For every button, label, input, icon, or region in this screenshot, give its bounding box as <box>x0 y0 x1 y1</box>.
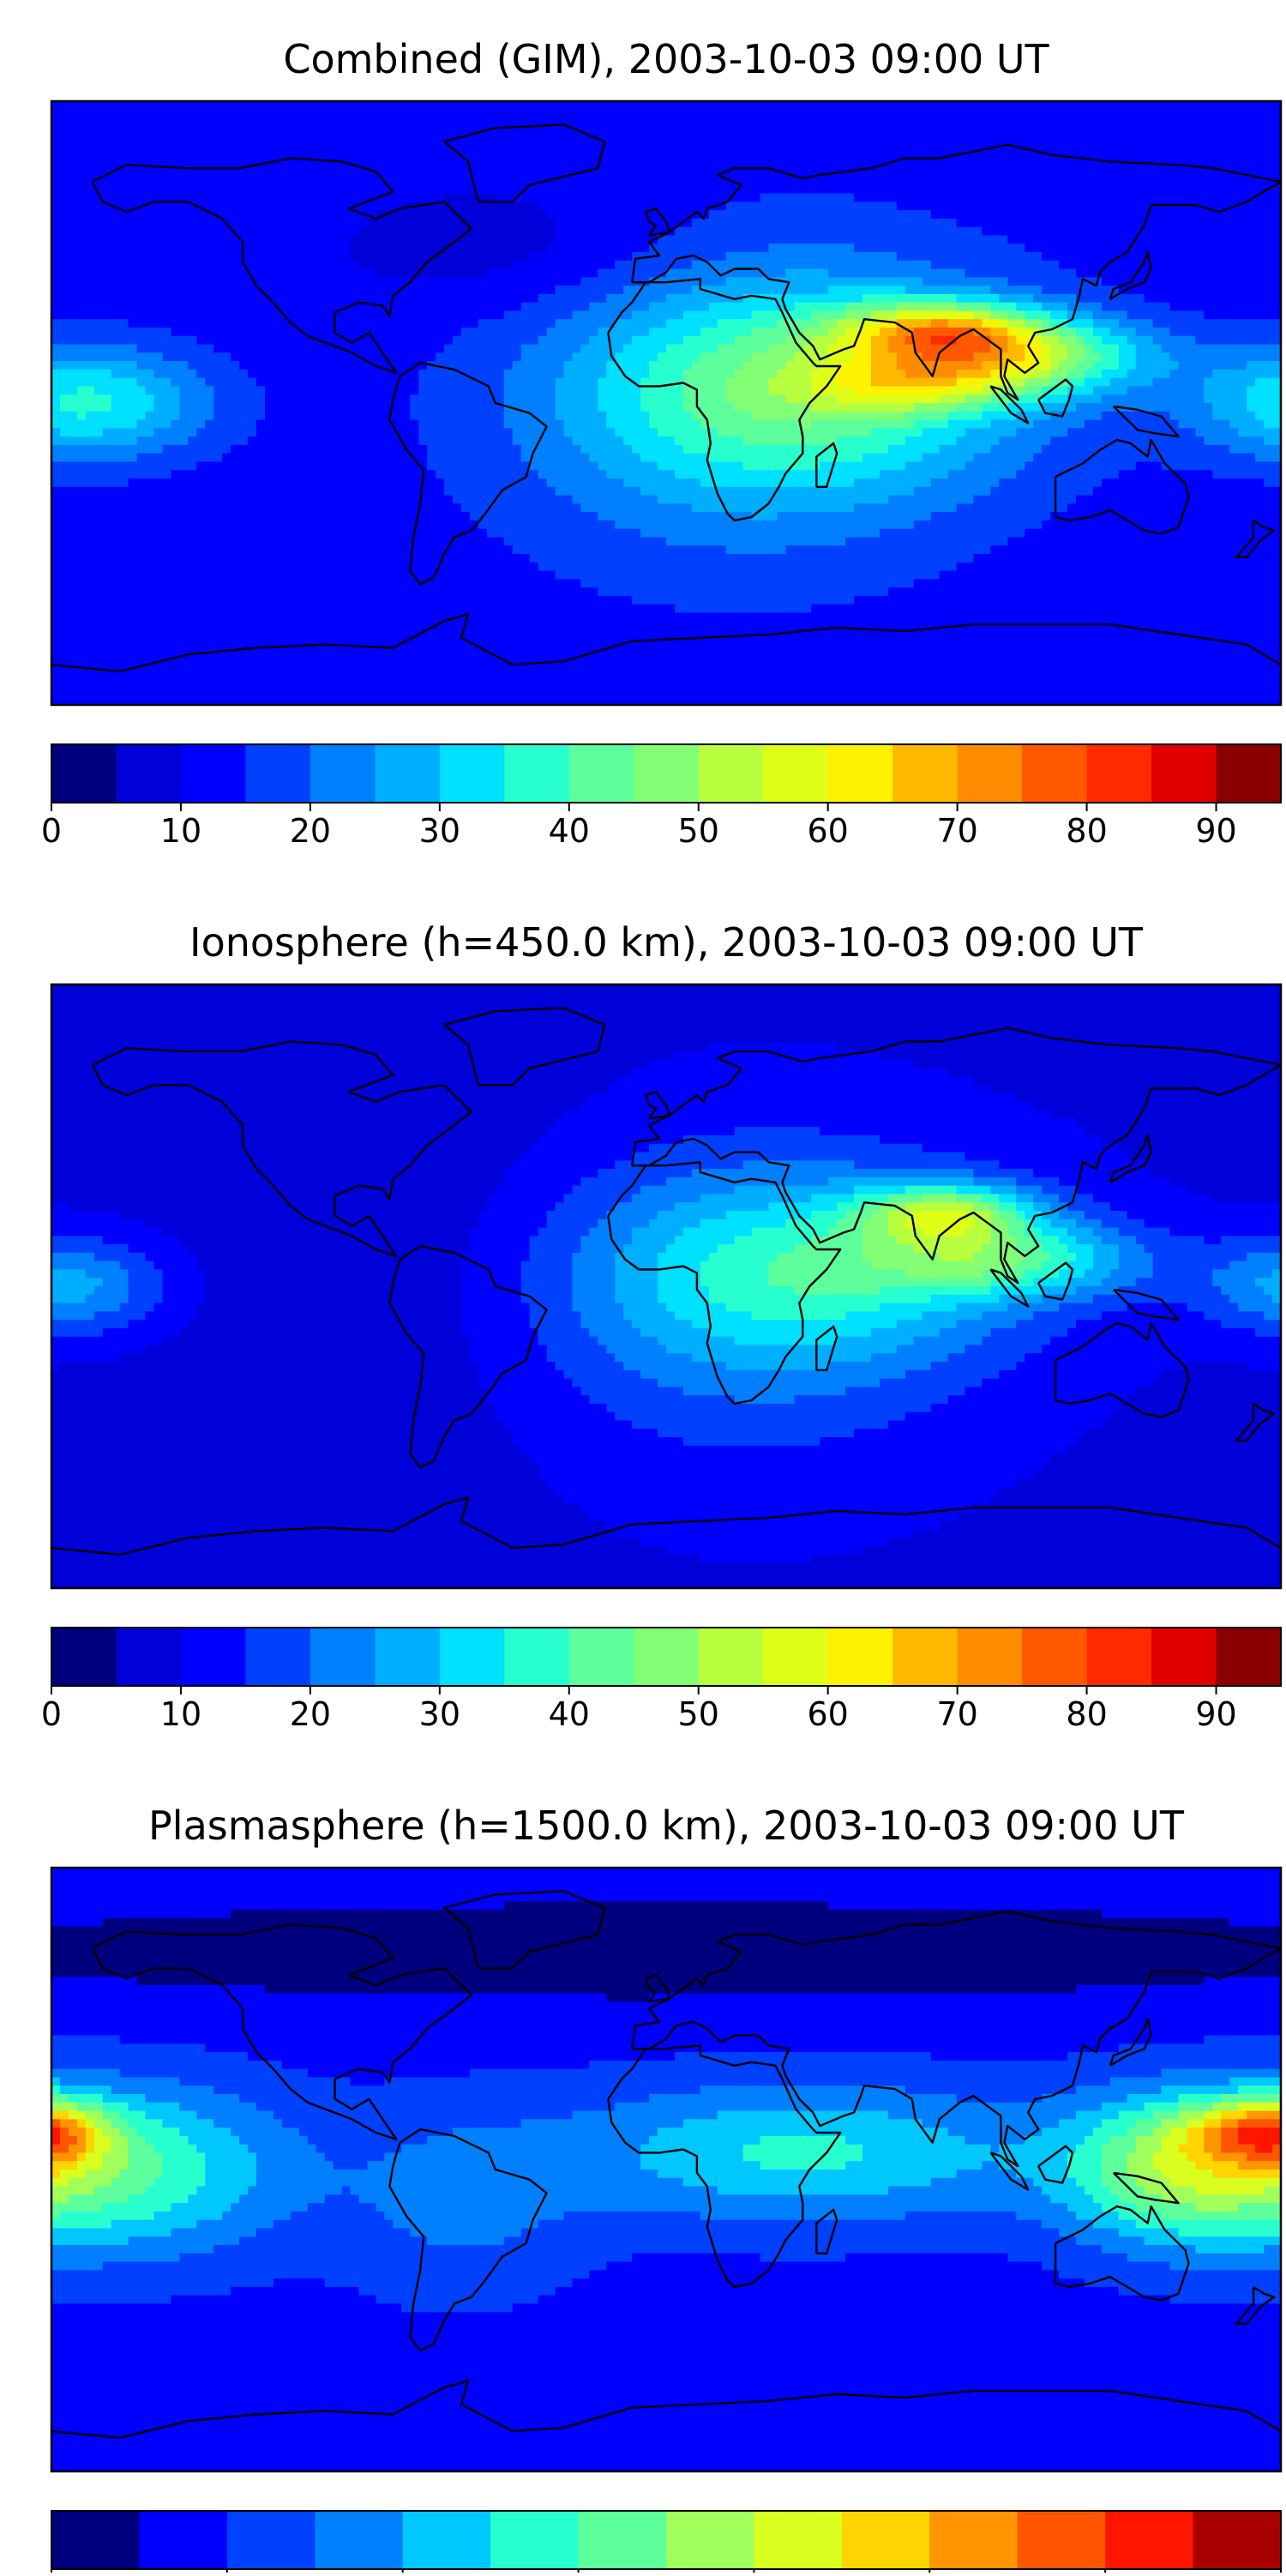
colorbar-segment <box>245 744 310 803</box>
colorbar-tick-label: 10 <box>160 812 201 850</box>
colorbar-segment <box>828 744 893 803</box>
colorbar-segment <box>1193 2511 1282 2569</box>
colorbar-segment <box>1087 744 1152 803</box>
map-area <box>51 984 1282 1589</box>
colorbar-tick-label: 40 <box>549 812 590 850</box>
colorbar-segment <box>315 2511 403 2569</box>
panels: Combined (GIM), 2003-10-03 09:00 UT 0 10 20… <box>41 36 1286 2573</box>
colorbar-segment <box>1151 744 1217 803</box>
colorbar-segment <box>51 744 117 803</box>
colorbar-segment <box>929 2511 1018 2569</box>
colorbar-segment <box>634 744 699 803</box>
contour-field <box>51 101 1282 706</box>
colorbar-segment <box>699 744 764 803</box>
panel-title: Plasmasphere (h=1500.0 km), 2003-10-03 0… <box>148 1803 1185 1849</box>
colorbar-segment <box>634 1628 699 1686</box>
colorbar-tick-label: 40 <box>549 1695 590 1733</box>
colorbar-segment <box>763 1628 828 1686</box>
colorbar-segment <box>1022 744 1087 803</box>
colorbar-segment <box>1022 1628 1087 1686</box>
colorbar-segment <box>842 2511 930 2569</box>
panel-title: Combined (GIM), 2003-10-03 09:00 UT <box>283 36 1049 82</box>
panel-title: Ionosphere (h=450.0 km), 2003-10-03 09:0… <box>189 919 1144 966</box>
colorbar-tick-label: 80 <box>1066 1695 1107 1733</box>
colorbar-segment <box>1105 2511 1193 2569</box>
colorbar-segment <box>763 744 828 803</box>
colorbar-tick-label: 70 <box>936 812 977 850</box>
colorbar-segment <box>310 1628 376 1686</box>
colorbar-segment <box>181 744 246 803</box>
colorbar-segment <box>699 1628 764 1686</box>
colorbar-tick-label: 50 <box>678 812 719 850</box>
colorbar-tick-label: 20 <box>290 1695 331 1733</box>
colorbar-segment <box>828 1628 893 1686</box>
colorbar-segment <box>181 1628 246 1686</box>
colorbar-tick-label: 20 <box>290 812 331 850</box>
map-area <box>51 101 1282 706</box>
colorbar-segment <box>1151 1628 1217 1686</box>
colorbar-tick-label: 10 <box>160 1695 201 1733</box>
colorbar-tick-label: 30 <box>419 812 460 850</box>
colorbar-segment <box>139 2511 227 2569</box>
colorbar-segment <box>1087 1628 1152 1686</box>
colorbar-tick-label: 30 <box>419 1695 460 1733</box>
colorbar-segment <box>116 744 181 803</box>
colorbar-segment <box>116 1628 181 1686</box>
contour-field <box>51 984 1282 1589</box>
colorbar-tick-label: 70 <box>936 1695 977 1733</box>
colorbar: 0 10 20 30 40 50 60 70 80 90 <box>41 1628 1282 1733</box>
panel-1: Combined (GIM), 2003-10-03 09:00 UT 0 10 20… <box>41 36 1282 850</box>
colorbar-tick-label: 0 <box>41 1695 62 1733</box>
colorbar-tick-label: 0 <box>41 812 62 850</box>
colorbar-tick-label: 90 <box>1195 812 1236 850</box>
colorbar-tick-label: 60 <box>808 1695 849 1733</box>
panel-3: Plasmasphere (h=1500.0 km), 2003-10-03 0… <box>41 1803 1286 2573</box>
colorbar-segment <box>1217 1628 1282 1686</box>
colorbar-tick-label: 60 <box>808 812 849 850</box>
colorbar-segment <box>1217 744 1282 803</box>
colorbar-segment <box>569 744 634 803</box>
colorbar-segment <box>375 1628 440 1686</box>
colorbar-segment <box>579 2511 667 2569</box>
colorbar-segment <box>245 1628 310 1686</box>
colorbar-segment <box>227 2511 315 2569</box>
colorbar-segment <box>504 1628 569 1686</box>
contour-field <box>51 1868 1282 2472</box>
colorbar-tick-label: 80 <box>1066 812 1107 850</box>
colorbar-segment <box>403 2511 491 2569</box>
colorbar: 05101520253035 <box>41 2511 1286 2573</box>
colorbar-segment <box>375 744 440 803</box>
colorbar-segment <box>440 744 505 803</box>
panel-2: Ionosphere (h=450.0 km), 2003-10-03 09:0… <box>41 919 1282 1733</box>
colorbar-segment <box>892 744 958 803</box>
map-area <box>51 1868 1282 2472</box>
colorbar: 0 10 20 30 40 50 60 70 80 90 <box>41 744 1282 850</box>
colorbar-segment <box>569 1628 634 1686</box>
colorbar-segment <box>958 744 1023 803</box>
colorbar-segment <box>490 2511 579 2569</box>
colorbar-tick-label: 50 <box>678 1695 719 1733</box>
colorbar-segment <box>51 2511 140 2569</box>
colorbar-segment <box>51 1628 117 1686</box>
colorbar-segment <box>754 2511 842 2569</box>
colorbar-segment <box>958 1628 1023 1686</box>
colorbar-segment <box>310 744 376 803</box>
colorbar-segment <box>504 744 569 803</box>
colorbar-tick-label: 90 <box>1195 1695 1236 1733</box>
colorbar-segment <box>892 1628 958 1686</box>
colorbar-segment <box>440 1628 505 1686</box>
colorbar-segment <box>1018 2511 1106 2569</box>
colorbar-segment <box>666 2511 754 2569</box>
